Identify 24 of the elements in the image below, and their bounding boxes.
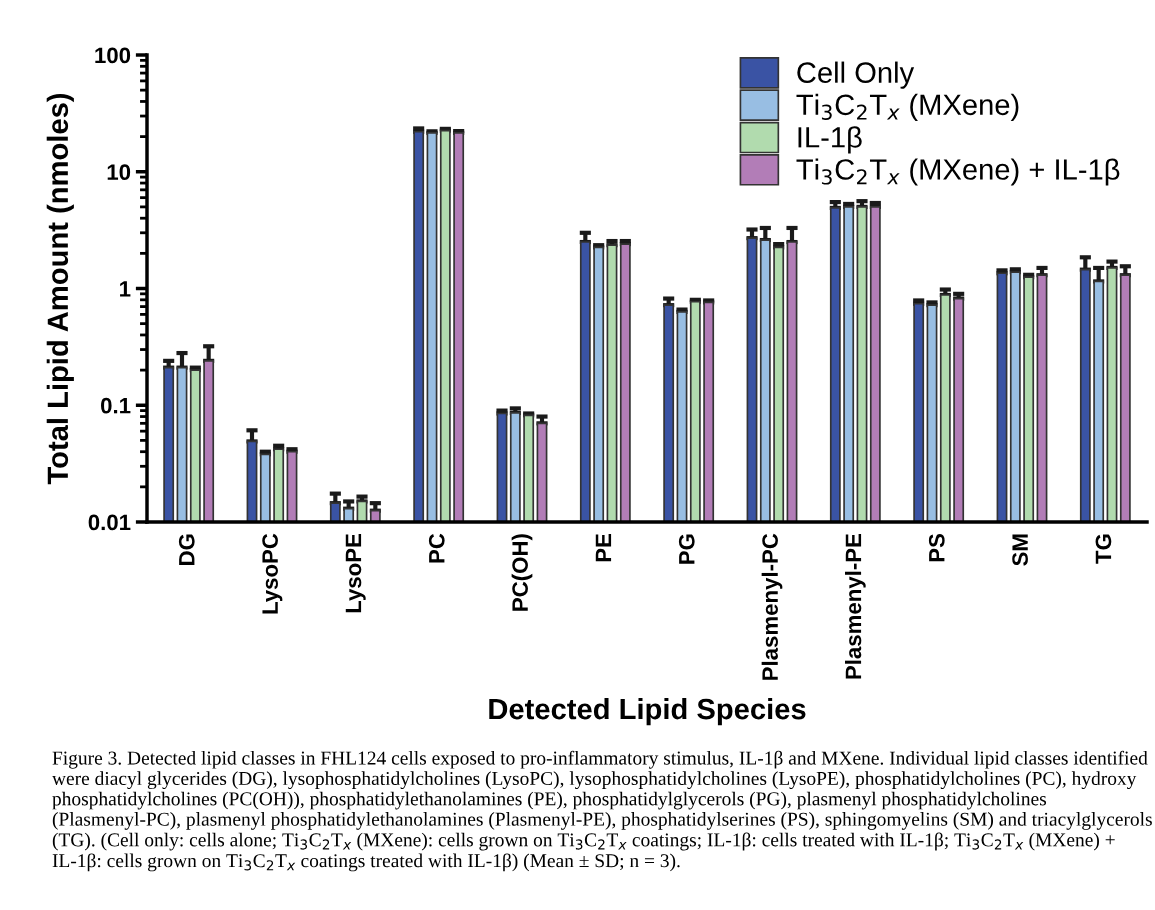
x-tick-label: Plasmenyl-PC (761, 533, 783, 680)
legend-label: Cell Only (797, 61, 915, 89)
y-axis-title: Total Lipid Amount (nmoles) (46, 93, 74, 485)
x-tick-label: PC(OH) (511, 534, 533, 611)
text: Figure 3. Detected lipid classes in FHL124 cells exposed to pro-inflammatory stimulus, IL-1β and MXene. Individual lipid classes identified were diacyl glycerides (DG), lysophosphatidylcholines (LysoPC), lysophosphatidylcholines (LysoPE), phosphatidylcholines (PC), hydroxy phosphatidylcholines (PC(OH)), phosphatidylethanolamines (PE), phosphatidylglycerols (PG), plasmenyl phosphatidylcholines (Plasmenyl-PC), plasmenyl phosphatidylethanolamines (Plasmenyl-PE), phosphatidylserines (PS), sphingomyelins (SM) and triacylglycerols (TG). (Cell only: cells alone; Ti$_{3}$C$_{2}$T$_{x}$ (MXene): cells grown on Ti$_{3}$C$_{2}$T$_{x}$ coatings; IL-1β: cells treated with IL-1β; Ti$_{3}$C$_{2}$T$_{x}$ (MXene) + IL-1β: cells grown on Ti$_{3}$C$_{2}$T$_{x}$ coatings treated with IL-1β) (Mean ± SD; n = 3). (51, 750, 1152, 872)
y-tick-label: 1 (120, 281, 131, 297)
x-tick-label: TG (1095, 534, 1112, 564)
x-tick-label: PG (678, 534, 695, 564)
legend-label: IL-1β (798, 126, 862, 154)
x-tick-label: Plasmenyl-PE (844, 533, 866, 679)
x-tick-label: LysoPC (262, 533, 283, 614)
x-tick-label: SM (1012, 534, 1028, 566)
y-tick-label: 10 (107, 164, 131, 181)
y-tick-label: 100 (95, 47, 131, 64)
y-tick-label: 0.01 (88, 514, 131, 531)
x-tick-label: DG (178, 534, 195, 565)
x-tick-label: LysoPE (345, 533, 366, 613)
legend-label: Ti$_{3}$C$_{2}$T$_{x}$ (MXene) (796, 93, 1019, 121)
x-tick-label: PC (428, 533, 445, 563)
y-tick-label: 0.1 (101, 397, 131, 414)
x-tick-label: PS (928, 533, 945, 562)
x-tick-label: PE (595, 533, 612, 562)
legend-label: Ti$_{3}$C$_{2}$T$_{x}$ (MXene) + IL-1β (796, 158, 1120, 186)
x-axis-title: Detected Lipid Species (489, 697, 806, 726)
